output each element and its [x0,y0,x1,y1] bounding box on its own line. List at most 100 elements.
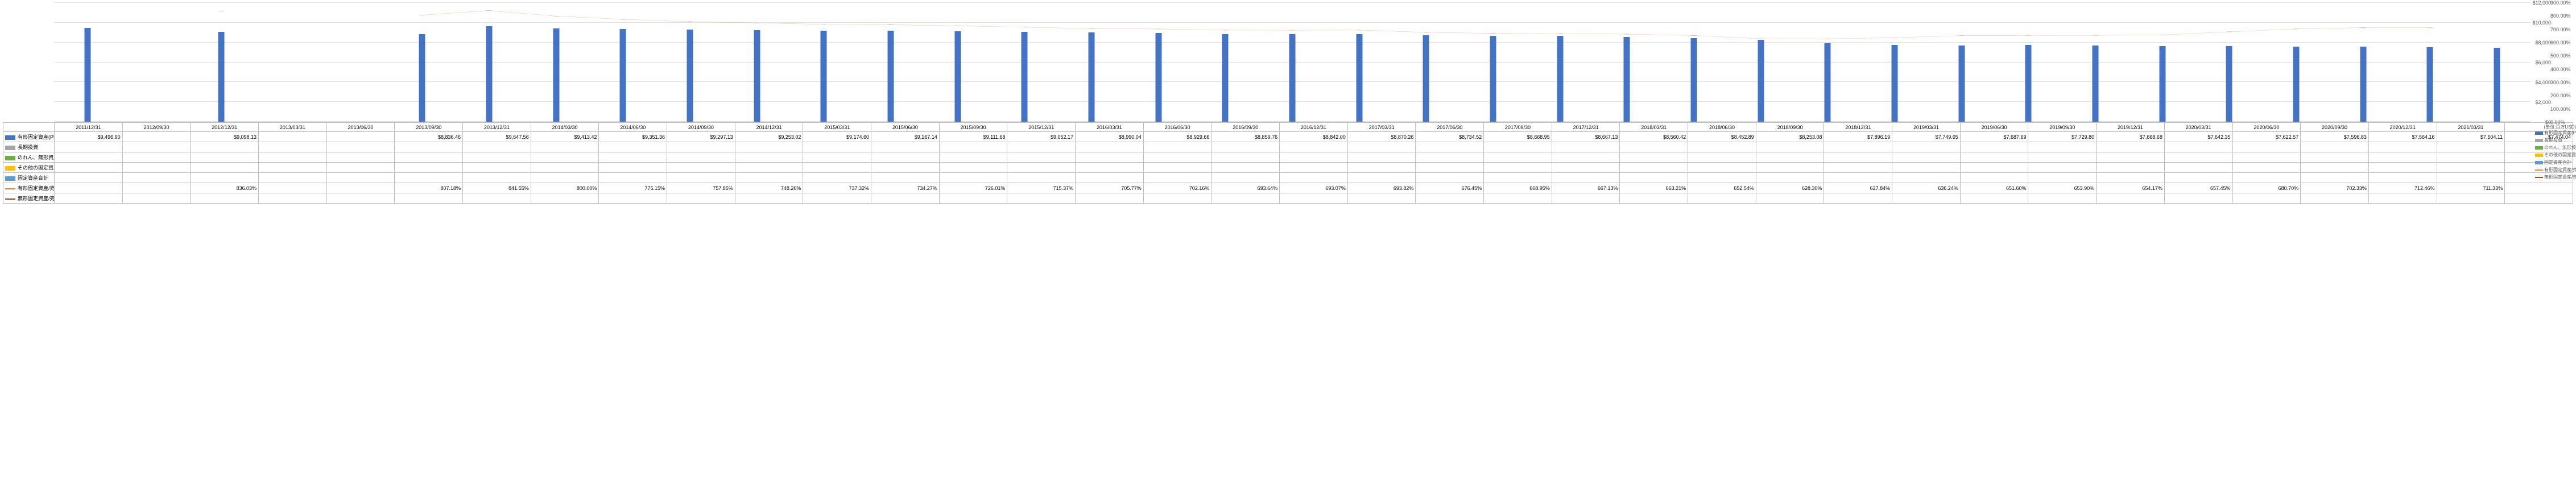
bar-col [1861,3,1928,122]
cell [259,183,327,193]
cell [191,193,259,204]
bar [2427,47,2433,122]
bar [2025,45,2032,122]
cell: 737.32% [803,183,871,193]
cell [1484,142,1552,152]
cell [803,173,871,183]
bar-col [255,3,322,122]
cell [122,132,191,142]
cell [1620,152,1688,163]
cell [1211,152,1280,163]
bar [821,31,827,122]
cell: 676.45% [1416,183,1484,193]
bar [1289,34,1295,122]
cell [122,173,191,183]
cell: 628.30% [1756,183,1824,193]
cell [871,193,940,204]
cell [1552,142,1620,152]
bar-col [121,3,188,122]
cell [395,142,463,152]
cell [531,163,599,173]
cell [326,142,395,152]
cell [2301,152,2369,163]
cell [1552,152,1620,163]
cell [803,163,871,173]
cell [1143,193,1211,204]
cell: 652.54% [1688,183,1756,193]
bar-col [2062,3,2129,122]
row-header: 無形固定資産/売上高 [3,193,55,204]
cell [2028,142,2097,152]
cell: 667.13% [1552,183,1620,193]
col-header: 2014/03/30 [531,123,599,132]
cell [599,152,667,163]
col-header: 2012/09/30 [122,123,191,132]
cell [735,173,803,183]
col-header: 2019/03/31 [1892,123,1961,132]
cell [1824,173,1892,183]
cell [735,152,803,163]
bar-col [1392,3,1459,122]
cell [1892,193,1961,204]
cell [1688,173,1756,183]
cell [1007,173,1076,183]
cell: 654.17% [2097,183,2165,193]
cell [1007,152,1076,163]
row-header: 固定資産合計 [3,173,55,183]
col-header: 2013/03/31 [259,123,327,132]
cell [463,142,531,152]
cell: $8,560.42 [1620,132,1688,142]
col-header: 2021/03/31 [2437,123,2505,132]
cell [1620,193,1688,204]
cell: 653.90% [2028,183,2097,193]
cell: $9,174.60 [803,132,871,142]
col-header: 2020/12/31 [2368,123,2437,132]
bar-col [723,3,791,122]
bar-col [1593,3,1660,122]
cell [1892,142,1961,152]
bar-col [991,3,1058,122]
bar [1958,46,1965,122]
bar [2159,46,2165,122]
cell [1688,163,1756,173]
bar [2226,46,2232,122]
bar-col [857,3,924,122]
cell [2232,163,2301,173]
cell: 757.85% [667,183,735,193]
bar [2360,47,2366,122]
cell [735,193,803,204]
cell [531,173,599,183]
cell [1960,163,2028,173]
cell: $7,687.69 [1960,132,2028,142]
bar [887,31,894,122]
cell [2097,142,2165,152]
cell [122,193,191,204]
bar [754,30,760,122]
cell [259,173,327,183]
cell [2437,152,2505,163]
bar-col [589,3,656,122]
cell [395,163,463,173]
cell [191,142,259,152]
col-header: 2011/12/31 [55,123,123,132]
cell: 715.37% [1007,183,1076,193]
cell: $9,647.56 [463,132,531,142]
legend-item: 有形固定資産(PP&E) [2535,130,2575,136]
cell [1143,142,1211,152]
col-header: 2012/12/31 [191,123,259,132]
cell [1620,173,1688,183]
cell [1688,152,1756,163]
cell: 807.18% [395,183,463,193]
cell [667,163,735,173]
cell: $7,622.57 [2232,132,2301,142]
bar-col [2397,3,2464,122]
cell [2028,163,2097,173]
cell: $7,564.16 [2368,132,2437,142]
cell [939,142,1007,152]
cell [1484,163,1552,173]
cell [1280,142,1348,152]
cell [1211,163,1280,173]
cell [2368,152,2437,163]
bar [1758,40,1764,122]
table-row: その他の固定資産 [3,163,2573,173]
